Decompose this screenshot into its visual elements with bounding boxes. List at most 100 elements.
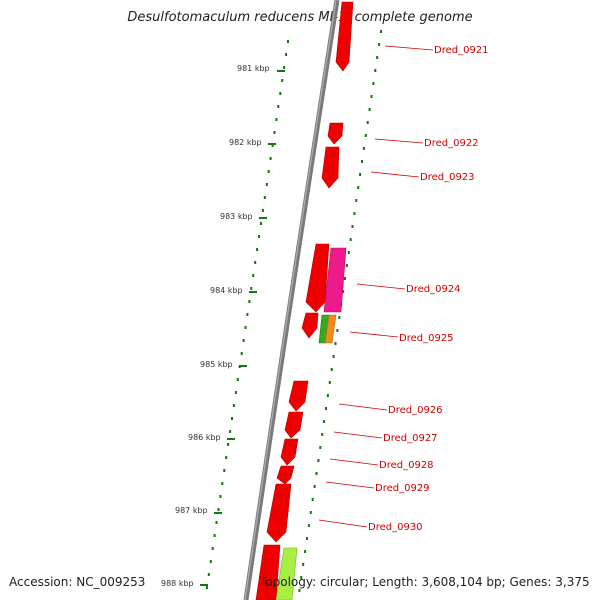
outer-track-dot — [304, 550, 307, 553]
outer-track-dot — [334, 342, 337, 345]
gene-label-dred-0922[interactable]: Dred_0922 — [424, 138, 479, 149]
outer-track-dot — [366, 121, 369, 124]
outer-track-dot — [321, 433, 324, 436]
inner-track-dot — [252, 274, 255, 277]
gene-feature-dred-0921[interactable] — [335, 1, 354, 72]
inner-track-dot — [261, 209, 264, 212]
gene-label-dred-0924[interactable]: Dred_0924 — [406, 284, 461, 295]
inner-track-dot — [227, 443, 230, 446]
outer-track-dot — [332, 355, 335, 358]
gene-feature-dred-0927[interactable] — [284, 411, 304, 439]
outer-track-dot — [359, 173, 362, 176]
gene-features — [255, 1, 354, 600]
outer-track-dot — [353, 212, 356, 215]
outer-track-dot — [355, 199, 358, 202]
inner-track-dot — [244, 326, 247, 329]
inner-track-dot — [258, 235, 260, 238]
kbp-tick-982: 982 kbp — [229, 138, 276, 147]
outer-track-dot — [376, 56, 379, 59]
gene-feature-dred-0926[interactable] — [288, 380, 309, 412]
inner-track-dot — [221, 482, 224, 485]
gene-label-dred-0927[interactable]: Dred_0927 — [383, 433, 438, 444]
gene-feature-dred-0922[interactable] — [327, 122, 344, 145]
inner-track-dot — [223, 469, 226, 472]
inner-track-dot — [205, 586, 208, 589]
gene-feature-dred-0930[interactable] — [266, 483, 292, 543]
outer-track-dot — [344, 277, 346, 280]
inner-track-dot — [267, 170, 270, 173]
outer-track-dot — [338, 316, 341, 319]
inner-track-dot — [279, 92, 282, 95]
outer-track-dot — [378, 43, 381, 46]
outer-track-dot — [300, 576, 303, 579]
outer-track-dot — [370, 95, 373, 98]
outer-track-dot — [323, 420, 326, 423]
gene-feature-lime[interactable] — [275, 547, 298, 600]
gene-feature-dred-0929[interactable] — [276, 465, 295, 485]
inner-track-dot — [254, 261, 257, 264]
accession-text: Accession: NC_009253 — [9, 575, 146, 589]
inner-track-dot — [283, 66, 286, 69]
gene-label-dred-0930[interactable]: Dred_0930 — [368, 522, 423, 533]
inner-track-dot — [209, 560, 212, 563]
inner-track-dot — [211, 547, 214, 550]
inner-track-dot — [269, 157, 272, 160]
outer-track-dot — [336, 329, 339, 332]
inner-track-dot — [248, 300, 251, 303]
kbp-tick-label: 987 kbp — [175, 506, 208, 515]
gene-label-dred-0926[interactable]: Dred_0926 — [388, 405, 443, 416]
outer-track-dot — [349, 238, 352, 241]
gene-label-lines — [318, 45, 434, 528]
kbp-tick-label: 984 kbp — [210, 286, 243, 295]
outer-track-dot — [330, 368, 333, 371]
outer-track-dot — [372, 82, 375, 85]
gene-label-dred-0928[interactable]: Dred_0928 — [379, 460, 434, 471]
outer-track-dot — [298, 589, 301, 592]
inner-track-dot — [234, 391, 237, 394]
outer-track-dot — [325, 407, 327, 410]
gene-feature-dred-0925-orange[interactable] — [324, 314, 337, 344]
inner-track-dot — [246, 313, 249, 316]
gene-label-dred-0923[interactable]: Dred_0923 — [420, 172, 475, 183]
kbp-tick-label: 988 kbp — [161, 579, 194, 588]
outer-track-dot — [317, 459, 320, 462]
kbp-tick-label: 982 kbp — [229, 138, 262, 147]
gene-feature-dred-0923[interactable] — [321, 146, 340, 189]
inner-track-dot — [232, 404, 235, 407]
outer-track-dot — [326, 394, 329, 397]
inner-track-dot — [225, 456, 228, 459]
inner-track-dot — [285, 53, 288, 56]
gene-label-dred-0925[interactable]: Dred_0925 — [399, 333, 454, 344]
gene-feature-dred-0924a[interactable] — [305, 243, 330, 313]
gene-feature-dred-0924b[interactable] — [301, 312, 319, 339]
gene-feature-next[interactable] — [255, 544, 281, 600]
outer-track-dot — [315, 472, 318, 475]
inner-track-dot — [213, 534, 216, 537]
outer-track-dot — [328, 381, 331, 384]
gene-feature-dred-0924[interactable] — [323, 247, 347, 313]
inner-track-dot — [260, 222, 262, 225]
inner-track-dot — [229, 430, 232, 433]
outer-track-dot — [362, 147, 365, 150]
gene-label-dred-0929[interactable]: Dred_0929 — [375, 483, 430, 494]
gene-feature-dred-0928[interactable] — [280, 438, 299, 466]
outer-track-dot — [347, 251, 350, 254]
outer-track-dot — [361, 160, 363, 163]
kbp-tick-986: 986 kbp — [188, 433, 235, 442]
kbp-tick-987: 987 kbp — [175, 506, 222, 515]
inner-track-dot — [263, 196, 266, 199]
outer-track-dot — [374, 69, 377, 72]
inner-track-dot — [281, 79, 284, 82]
inner-track-dot — [215, 521, 218, 524]
inner-track-dot — [242, 339, 245, 342]
gene-label-dred-0921[interactable]: Dred_0921 — [434, 45, 489, 56]
outer-track-dot — [319, 446, 322, 449]
outer-track-dot — [302, 563, 305, 566]
inner-track-dot — [207, 573, 210, 576]
outer-track-dot — [364, 134, 367, 137]
inner-track-dot — [271, 144, 274, 147]
inner-track-dot — [219, 495, 222, 498]
outer-track-dot — [307, 524, 310, 527]
outer-track-dot — [345, 264, 348, 267]
